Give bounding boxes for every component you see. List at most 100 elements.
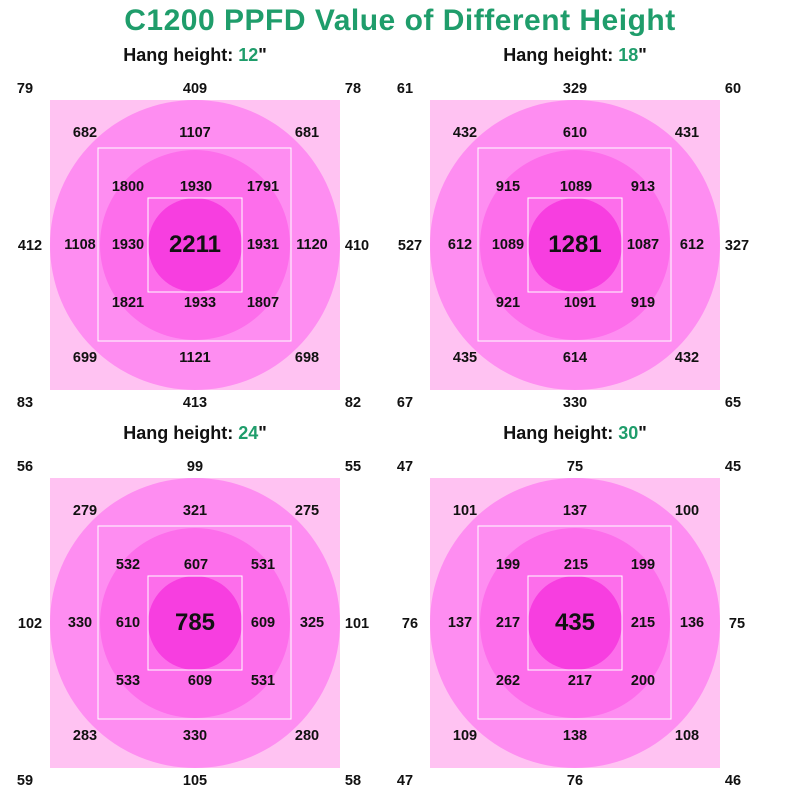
panel-heading: Hang height: 18"	[385, 45, 765, 66]
ppfd-value-corner: 83	[16, 395, 34, 411]
heading-label: Hang height:	[123, 423, 239, 443]
ppfd-value-corner: 60	[724, 81, 742, 97]
ppfd-value-corner: 58	[344, 773, 362, 789]
ppfd-value-corner: 67	[396, 395, 414, 411]
ppfd-value-outer-ring: 330	[67, 615, 93, 631]
ppfd-value-inner-ring: 533	[115, 673, 141, 689]
ppfd-value-center: 2211	[168, 231, 222, 258]
ppfd-value-outer-ring: 137	[447, 615, 473, 631]
ppfd-value-inner-ring: 1800	[111, 179, 145, 195]
ppfd-value-outer-ring: 280	[294, 728, 320, 744]
ppfd-value-left: 76	[401, 616, 419, 632]
ppfd-value-left: 102	[17, 616, 43, 632]
heading-height-value: 12	[238, 45, 259, 65]
ppfd-value-outer-ring: 1120	[296, 237, 328, 253]
ppfd-value-inner-ring: 1807	[246, 295, 280, 311]
ppfd-value-right: 101	[344, 616, 370, 632]
ppfd-value-inner-ring: 532	[115, 557, 141, 573]
ppfd-value-outer-ring: 136	[679, 615, 705, 631]
ppfd-value-outer-ring: 612	[447, 237, 473, 253]
ppfd-value-left: 412	[17, 238, 43, 254]
ppfd-value-outer-ring: 612	[679, 237, 705, 253]
ppfd-value-outer-ring: 1108	[64, 237, 96, 253]
heading-height-value: 24	[238, 423, 259, 443]
inner-square-outline	[97, 147, 292, 342]
ppfd-value-inner-ring: 915	[495, 179, 521, 195]
heading-unit: "	[638, 423, 647, 443]
ppfd-value-outer-ring: 137	[562, 503, 588, 519]
ppfd-value-outer-ring: 275	[294, 503, 320, 519]
ppfd-value-inner-ring: 531	[250, 557, 276, 573]
ppfd-value-outer-ring: 1121	[179, 350, 211, 366]
ppfd-value-inner-ring: 610	[115, 615, 141, 631]
panel-heading: Hang height: 12"	[5, 45, 385, 66]
ppfd-value-right: 75	[728, 616, 746, 632]
inner-square-outline	[477, 147, 672, 342]
heading-unit: "	[258, 423, 267, 443]
ppfd-value-inner-ring: 215	[563, 557, 589, 573]
center-spot	[528, 576, 622, 670]
ppfd-value-corner: 79	[16, 81, 34, 97]
ppfd-value-inner-ring: 217	[495, 615, 521, 631]
ppfd-value-corner: 45	[724, 459, 742, 475]
ppfd-value-inner-ring: 609	[250, 615, 276, 631]
ppfd-value-inner-ring: 531	[250, 673, 276, 689]
ppfd-value-inner-ring: 1931	[246, 237, 280, 253]
heading-unit: "	[258, 45, 267, 65]
ppfd-diagram	[430, 100, 720, 390]
ppfd-value-outer-ring: 610	[562, 125, 588, 141]
ppfd-value-outer-ring: 699	[72, 350, 98, 366]
ppfd-value-inner-ring: 609	[187, 673, 213, 689]
ppfd-value-outer-ring: 330	[182, 728, 208, 744]
ppfd-value-outer-ring: 325	[299, 615, 325, 631]
ppfd-value-outer-ring: 682	[72, 125, 98, 141]
ppfd-value-outer-ring: 681	[294, 125, 320, 141]
heading-label: Hang height:	[503, 423, 619, 443]
heading-height-value: 18	[618, 45, 639, 65]
ppfd-value-inner-ring: 607	[183, 557, 209, 573]
ppfd-value-outer-ring: 321	[182, 503, 208, 519]
ppfd-value-corner: 56	[16, 459, 34, 475]
ppfd-value-outer-ring: 614	[562, 350, 588, 366]
ppfd-value-outer-ring: 1107	[179, 125, 211, 141]
page-title: C1200 PPFD Value of Different Height	[124, 4, 676, 37]
ppfd-value-inner-ring: 200	[630, 673, 656, 689]
ppfd-value-corner: 47	[396, 459, 414, 475]
ppfd-value-center: 785	[174, 609, 216, 636]
center-square-outline	[527, 575, 623, 671]
ppfd-value-bottom: 330	[562, 395, 588, 411]
ppfd-value-outer-ring: 279	[72, 503, 98, 519]
ppfd-value-inner-ring: 1089	[491, 237, 525, 253]
ppfd-panel-24: Hang height: 24" 56 55 59 58 99 105 102 101 279 32…	[5, 423, 385, 803]
ppfd-value-outer-ring: 698	[294, 350, 320, 366]
ppfd-value-inner-ring: 1930	[179, 179, 213, 195]
center-square-outline	[527, 197, 623, 293]
ppfd-value-inner-ring: 913	[630, 179, 656, 195]
ppfd-value-outer-ring: 108	[674, 728, 700, 744]
center-square-outline	[147, 197, 243, 293]
inner-square-outline	[97, 525, 292, 720]
ppfd-value-corner: 59	[16, 773, 34, 789]
ppfd-value-corner: 78	[344, 81, 362, 97]
center-spot	[148, 198, 242, 292]
ppfd-value-inner-ring: 1821	[111, 295, 145, 311]
ppfd-value-top: 75	[566, 459, 584, 475]
ppfd-panel-18: Hang height: 18" 61 60 67 65 329 330 527 327 432 6…	[385, 45, 765, 425]
ppfd-value-inner-ring: 1091	[563, 295, 597, 311]
ppfd-value-outer-ring: 432	[452, 125, 478, 141]
ppfd-diagram	[50, 478, 340, 768]
ppfd-value-outer-ring: 109	[452, 728, 478, 744]
ppfd-value-right: 327	[724, 238, 750, 254]
ppfd-diagram	[50, 100, 340, 390]
panel-heading: Hang height: 30"	[385, 423, 765, 444]
ppfd-panel-30: Hang height: 30" 47 45 47 46 75 76 76 75 101 137 10…	[385, 423, 765, 803]
ppfd-value-outer-ring: 100	[674, 503, 700, 519]
heading-label: Hang height:	[123, 45, 239, 65]
ppfd-value-corner: 47	[396, 773, 414, 789]
ppfd-value-corner: 55	[344, 459, 362, 475]
heading-height-value: 30	[618, 423, 639, 443]
ppfd-value-top: 329	[562, 81, 588, 97]
heading-label: Hang height:	[503, 45, 619, 65]
ppfd-value-bottom: 76	[566, 773, 584, 789]
ppfd-value-bottom: 105	[182, 773, 208, 789]
